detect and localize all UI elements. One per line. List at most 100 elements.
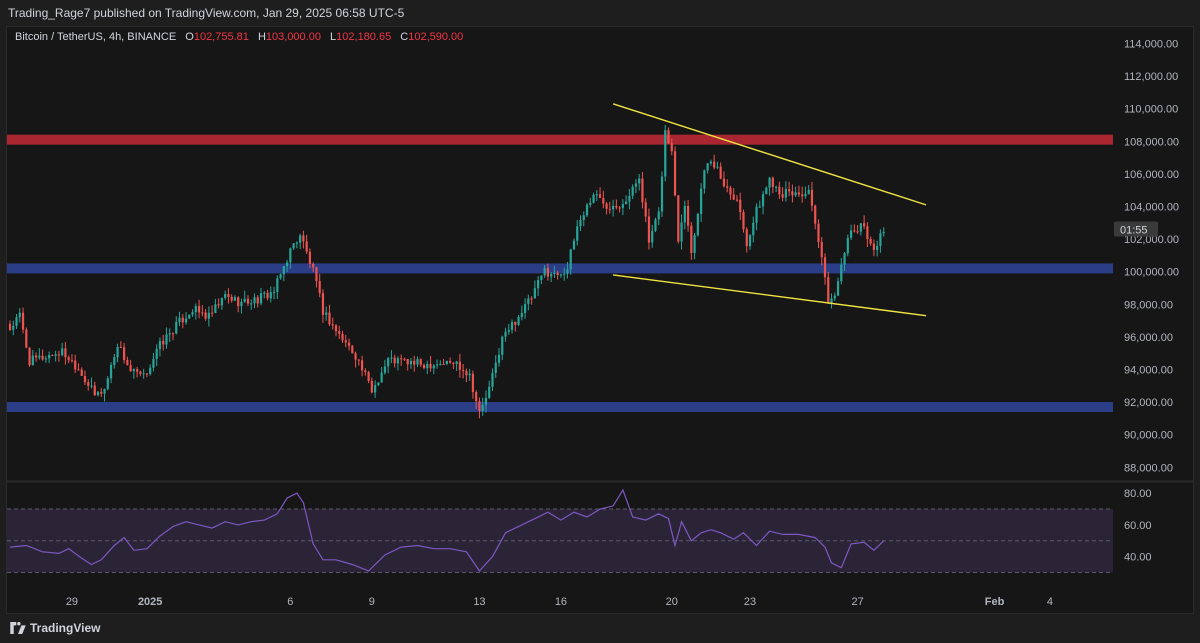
candle-body — [230, 296, 233, 301]
candle-body — [409, 360, 413, 365]
time-tick-label: 16 — [555, 596, 567, 608]
candle-body — [70, 360, 74, 362]
candle-body — [497, 354, 501, 363]
candle-body — [775, 186, 778, 188]
candle-body — [713, 161, 716, 168]
time-tick-label: 29 — [66, 596, 78, 608]
candle-body — [175, 321, 178, 334]
candle-body — [638, 178, 641, 184]
candle-body — [370, 380, 373, 393]
candle-body — [302, 235, 305, 242]
candle-body — [390, 357, 393, 359]
candle-body — [817, 223, 820, 242]
candle-body — [722, 178, 726, 187]
candle-body — [286, 262, 289, 267]
candle-body — [863, 223, 866, 227]
candle-body — [315, 267, 318, 281]
candle-body — [400, 358, 403, 360]
time-tick-label: 2025 — [138, 596, 162, 608]
candle-body — [41, 355, 44, 360]
candle-body — [204, 312, 207, 319]
candle-body — [80, 369, 83, 377]
candle-body — [543, 268, 546, 276]
symbol-name[interactable]: Bitcoin / TetherUS, 4h, BINANCE — [15, 31, 177, 43]
candle-body — [716, 166, 719, 168]
candle-body — [393, 357, 396, 364]
candle-body — [510, 321, 514, 330]
candle-body — [207, 312, 210, 319]
candle-body — [582, 215, 585, 220]
candle-body — [677, 195, 680, 242]
candle-body — [338, 331, 341, 334]
candle-body — [598, 194, 602, 198]
candle-body — [334, 325, 338, 332]
candle-body — [455, 361, 458, 364]
candle-body — [823, 257, 827, 278]
candle-body — [100, 391, 103, 394]
candle-body — [810, 189, 814, 206]
candle-body — [197, 306, 201, 313]
candle-body — [475, 391, 478, 402]
candle-body — [602, 197, 605, 204]
candle-body — [344, 340, 347, 343]
candle-body — [83, 376, 87, 383]
price-tick-label: 90,000.00 — [1124, 430, 1173, 442]
candle-body — [403, 358, 406, 360]
candle-body — [432, 365, 435, 369]
candle-body — [328, 312, 331, 325]
candle-body — [686, 205, 690, 226]
time-tick-label: 23 — [744, 596, 756, 608]
candle-body — [735, 199, 739, 201]
price-tick-label: 102,000.00 — [1124, 234, 1179, 246]
candle-body — [771, 177, 774, 187]
candle-body — [452, 362, 455, 364]
candle-body — [755, 206, 758, 223]
candle-body — [256, 297, 259, 304]
candle-body — [592, 194, 595, 203]
candle-body — [664, 130, 667, 177]
candle-body — [106, 378, 109, 389]
candle-body — [670, 143, 673, 152]
candle-body — [605, 203, 608, 209]
price-tick-label: 100,000.00 — [1124, 267, 1179, 279]
candle-body — [761, 194, 765, 207]
candle-body — [165, 334, 168, 345]
candle-body — [129, 365, 132, 372]
candle-body — [595, 194, 598, 196]
candle-body — [530, 298, 533, 300]
rsi-tick-label: 60.00 — [1124, 520, 1152, 532]
candle-body — [145, 373, 149, 375]
candle-body — [507, 329, 510, 332]
candle-body — [243, 298, 246, 302]
candle-body — [136, 369, 139, 372]
tradingview-brand[interactable]: TradingView — [30, 621, 101, 635]
candle-body — [321, 293, 325, 315]
candle-body — [748, 235, 752, 247]
candle-body — [109, 364, 113, 379]
tradingview-logo-icon[interactable] — [10, 622, 26, 634]
price-tick-label: 112,000.00 — [1124, 71, 1178, 83]
candle-body — [520, 313, 523, 318]
candle-body — [523, 304, 527, 314]
candle-body — [634, 183, 638, 187]
candle-body — [387, 358, 390, 367]
candle-body — [152, 359, 155, 368]
candle-body — [849, 230, 853, 238]
time-tick-label: 9 — [369, 596, 375, 608]
candle-body — [527, 298, 530, 305]
candle-body — [25, 329, 28, 348]
candle-body — [612, 205, 615, 210]
candle-body — [67, 357, 70, 361]
candle-body — [836, 281, 840, 296]
candle-body — [357, 359, 360, 361]
low-label: L — [330, 31, 337, 43]
candle-body — [119, 346, 122, 348]
candle-body — [18, 312, 21, 318]
candle-body — [429, 363, 432, 369]
price-tick-label: 96,000.00 — [1124, 332, 1173, 344]
candle-body — [132, 369, 135, 372]
candle-body — [263, 292, 266, 294]
candle-body — [481, 404, 484, 412]
candle-body — [540, 275, 543, 280]
